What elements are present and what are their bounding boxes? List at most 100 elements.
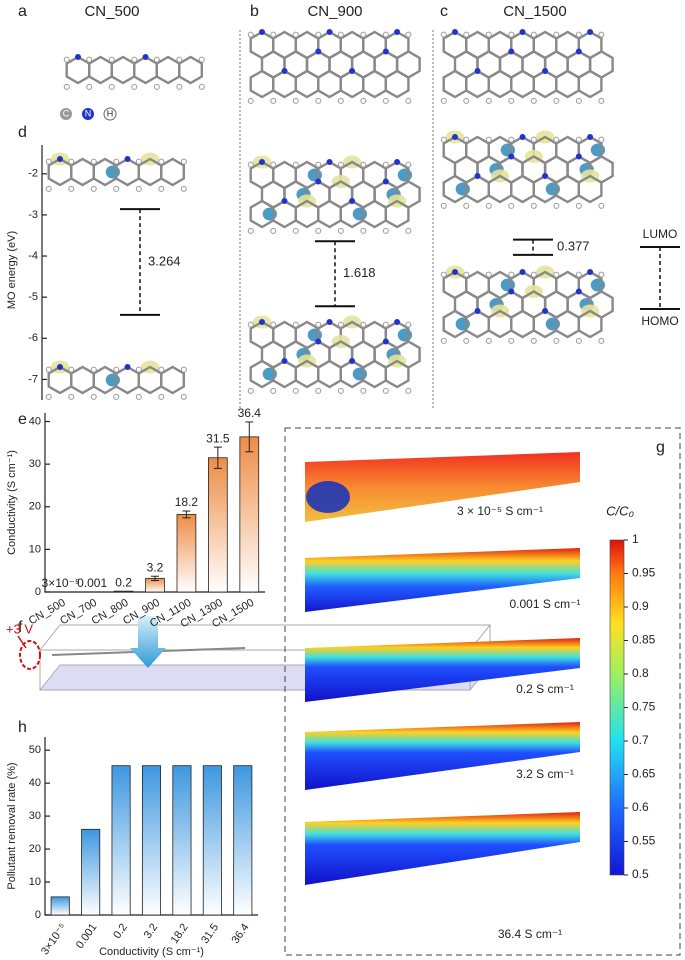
atom [575,153,582,160]
value-label: 3.2 [147,560,164,574]
y-tick-label: -2 [28,168,38,180]
atom [508,271,515,278]
orbital [352,367,368,381]
orbital [590,278,606,292]
orbital [105,165,120,179]
ring [317,359,342,389]
ring [155,55,181,85]
atom [86,83,93,90]
atom [382,321,389,328]
atom [259,159,265,165]
atom [405,31,412,38]
atom [349,68,356,74]
atom [440,202,447,209]
simulation-field [305,548,580,612]
y-tick-label: 50 [29,744,41,756]
atom [270,227,277,234]
atom [292,31,299,38]
colorbar-tick-label: 0.8 [632,666,649,680]
atom [485,337,492,344]
bar [172,765,192,916]
atom [508,288,515,295]
atom [440,97,447,104]
ring [160,157,186,187]
ring [362,69,387,99]
atom [158,158,165,165]
atom [180,393,187,400]
bar [176,514,197,593]
atom [90,185,97,192]
atom [270,321,277,328]
atom [63,56,70,63]
caption: 3 × 10⁻⁵ S cm⁻¹ [457,504,543,518]
atom [463,202,470,209]
atom [281,358,288,364]
atom [405,161,412,168]
orbital [590,143,606,157]
bar [81,828,101,916]
ring [555,69,580,99]
atom [259,29,265,35]
atom [463,97,470,104]
atom [382,48,389,55]
value-label: 0.001 [77,576,107,590]
panel-title: CN_900 [307,3,362,20]
panel-label: g [656,439,665,456]
atom [360,227,367,234]
ring [178,55,204,85]
atom [180,185,187,192]
atom [292,321,299,328]
atom [315,161,322,168]
atom [463,31,470,38]
atom [259,319,265,325]
simulation-field [305,638,580,702]
atom [337,31,344,38]
ring [577,174,603,204]
y-tick-label: -6 [28,332,38,344]
atom [508,48,515,55]
ring [487,69,513,99]
atom [530,97,537,104]
atom [598,271,605,278]
atom [360,321,367,328]
simulation-field [305,452,580,522]
atom [142,54,149,60]
atom [463,136,470,143]
caption: 3.2 S cm⁻¹ [516,767,574,781]
error-bar [151,575,159,581]
atom [575,31,582,38]
bar [111,765,131,916]
atom [485,97,492,104]
atom-c [60,108,72,120]
panel-label: d [18,124,27,141]
atom [326,29,333,35]
ring [577,309,603,339]
atom [598,202,605,209]
atom [405,227,412,234]
atom [270,161,277,168]
atom [508,153,515,160]
atom [90,366,97,373]
y-tick-label: -7 [28,373,38,385]
colorbar-title: C/C₀ [606,503,634,518]
ring [249,69,275,99]
atom [153,56,160,63]
atom [485,202,492,209]
atom [553,97,560,104]
atom [508,202,515,209]
atom [519,134,526,140]
y-tick-label: -4 [28,250,38,262]
orbital [455,317,470,331]
atom [108,56,115,63]
atom [360,161,367,168]
orbital [352,207,368,221]
atom [360,97,367,104]
y-tick-label: 30 [29,810,41,822]
atom [135,185,142,192]
atom [198,56,205,63]
atom [292,387,299,394]
atom [326,159,333,165]
ring [70,157,96,187]
y-axis-title: Conductivity (S cm⁻¹) [6,450,18,555]
depletion-zone [306,481,350,513]
